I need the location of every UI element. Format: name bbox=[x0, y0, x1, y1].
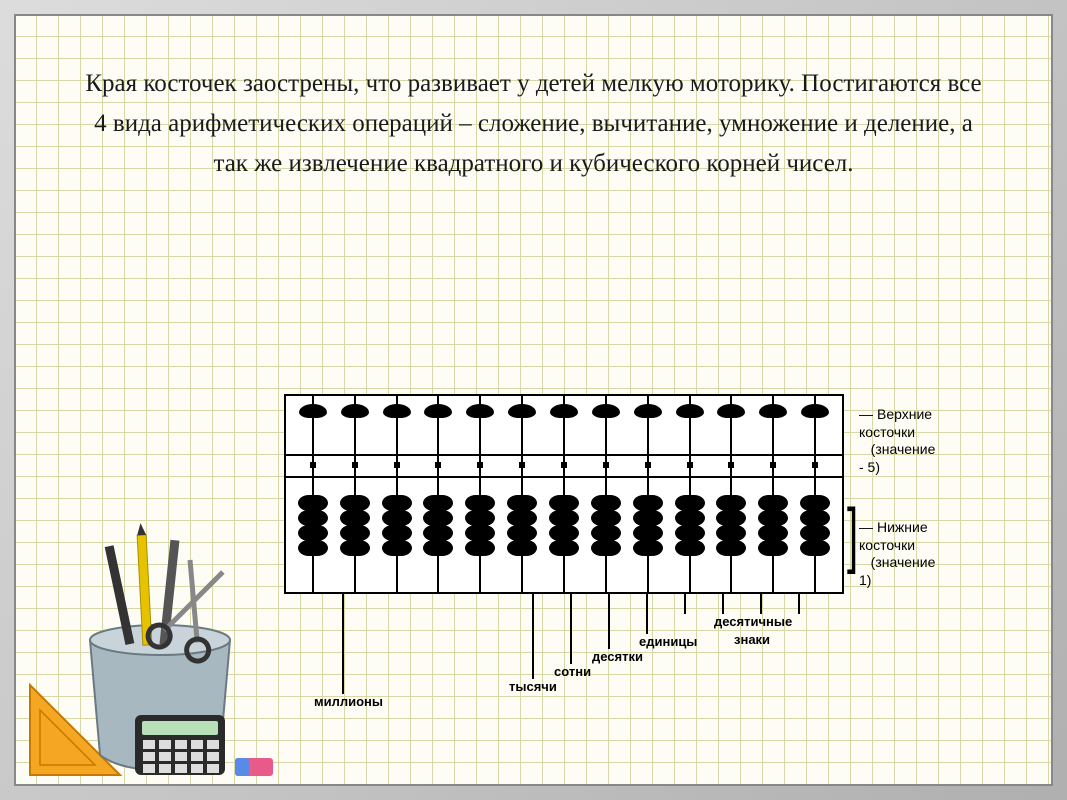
label-units: единицы bbox=[639, 634, 697, 649]
abacus-rod-bottom bbox=[756, 478, 790, 592]
abacus-rod-top bbox=[380, 396, 414, 454]
abacus-rod-bottom bbox=[421, 478, 455, 592]
leader-line bbox=[342, 594, 344, 694]
leader-line bbox=[798, 594, 800, 614]
abacus-rod-top bbox=[673, 396, 707, 454]
label-hundreds: сотни bbox=[554, 664, 591, 679]
abacus-rod-top bbox=[631, 396, 665, 454]
abacus-rod-mid bbox=[631, 454, 665, 476]
abacus-rod-mid bbox=[338, 454, 372, 476]
abacus-rod-top bbox=[296, 396, 330, 454]
leader-line bbox=[646, 594, 648, 634]
leader-line bbox=[608, 594, 610, 649]
school-supplies-icon bbox=[25, 520, 285, 780]
label-lower-beads: —Нижние косточки (значение 1) bbox=[859, 519, 935, 589]
abacus-rod-mid bbox=[673, 454, 707, 476]
abacus-rod-mid bbox=[798, 454, 832, 476]
abacus-rod-bottom bbox=[338, 478, 372, 592]
main-paragraph: Края косточек заострены, что развивает у… bbox=[84, 64, 983, 184]
abacus-rod-top bbox=[756, 396, 790, 454]
abacus-frame bbox=[284, 394, 844, 594]
abacus-mid-row bbox=[286, 454, 842, 476]
abacus-rod-top bbox=[505, 396, 539, 454]
abacus-rod-top bbox=[798, 396, 832, 454]
abacus-rod-mid bbox=[463, 454, 497, 476]
abacus-bottom-row bbox=[286, 478, 842, 592]
label-decimal: десятичные bbox=[714, 614, 792, 629]
abacus-rod-top bbox=[421, 396, 455, 454]
abacus-rod-bottom bbox=[714, 478, 748, 592]
abacus-rod-bottom bbox=[380, 478, 414, 592]
abacus-rod-mid bbox=[505, 454, 539, 476]
label-upper-beads: —Верхние косточки (значение - 5) bbox=[859, 406, 935, 476]
abacus-rod-bottom bbox=[463, 478, 497, 592]
abacus-rod-mid bbox=[547, 454, 581, 476]
abacus-rod-mid bbox=[296, 454, 330, 476]
abacus-rod-bottom bbox=[547, 478, 581, 592]
label-tens: десятки bbox=[592, 649, 643, 664]
leader-line bbox=[760, 594, 762, 614]
abacus-rod-mid bbox=[756, 454, 790, 476]
abacus-rod-mid bbox=[589, 454, 623, 476]
abacus-top-row bbox=[286, 396, 842, 454]
abacus-rod-top bbox=[463, 396, 497, 454]
abacus-rod-bottom bbox=[589, 478, 623, 592]
abacus-rod-mid bbox=[714, 454, 748, 476]
abacus-diagram: —Верхние косточки (значение - 5) ] —Нижн… bbox=[284, 394, 904, 594]
abacus-rod-top bbox=[338, 396, 372, 454]
abacus-rod-mid bbox=[380, 454, 414, 476]
abacus-rod-bottom bbox=[631, 478, 665, 592]
abacus-rod-top bbox=[547, 396, 581, 454]
leader-line bbox=[684, 594, 686, 614]
leader-line bbox=[722, 594, 724, 614]
abacus-rod-top bbox=[589, 396, 623, 454]
abacus-rod-mid bbox=[421, 454, 455, 476]
abacus-rod-top bbox=[714, 396, 748, 454]
abacus-rod-bottom bbox=[505, 478, 539, 592]
leader-line bbox=[570, 594, 572, 664]
abacus-rod-bottom bbox=[798, 478, 832, 592]
abacus-rod-bottom bbox=[673, 478, 707, 592]
label-decimal2: знаки bbox=[734, 632, 770, 647]
abacus-rod-bottom bbox=[296, 478, 330, 592]
label-millions: миллионы bbox=[314, 694, 383, 709]
leader-line bbox=[532, 594, 534, 679]
bracket-icon: ] bbox=[847, 496, 858, 577]
label-thousands: тысячи bbox=[509, 679, 557, 694]
